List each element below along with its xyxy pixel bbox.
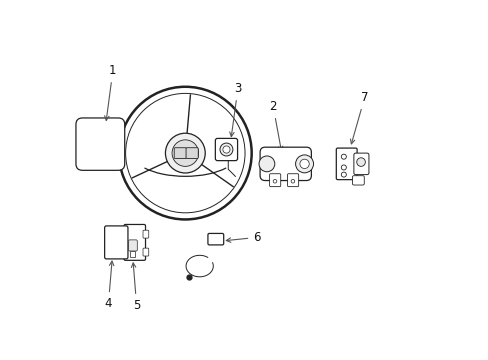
FancyBboxPatch shape [215,138,237,161]
Circle shape [341,154,346,159]
FancyBboxPatch shape [124,225,145,260]
Circle shape [259,156,274,172]
Circle shape [295,155,313,173]
FancyBboxPatch shape [336,148,356,180]
Text: 3: 3 [229,82,241,136]
FancyBboxPatch shape [260,147,311,180]
Circle shape [119,87,251,220]
Circle shape [290,180,294,183]
FancyBboxPatch shape [76,118,124,170]
Text: 4: 4 [104,261,114,310]
FancyBboxPatch shape [207,233,223,245]
Circle shape [125,93,244,213]
Text: 6: 6 [226,231,260,244]
Circle shape [273,180,276,183]
FancyBboxPatch shape [353,153,368,175]
Circle shape [172,140,198,166]
FancyBboxPatch shape [142,230,148,238]
Text: 1: 1 [104,64,117,121]
FancyBboxPatch shape [269,174,280,186]
Circle shape [299,159,308,168]
Circle shape [165,133,205,173]
Circle shape [356,158,365,166]
FancyBboxPatch shape [128,240,137,251]
Circle shape [220,143,232,156]
Circle shape [341,172,346,177]
FancyBboxPatch shape [174,148,186,158]
Circle shape [341,165,346,170]
FancyBboxPatch shape [352,176,364,185]
FancyBboxPatch shape [104,226,128,259]
Text: 5: 5 [131,263,140,312]
Text: 2: 2 [269,100,282,151]
FancyBboxPatch shape [129,251,135,257]
Circle shape [223,146,229,153]
FancyBboxPatch shape [185,148,198,158]
FancyBboxPatch shape [142,248,148,256]
Text: 7: 7 [350,91,367,144]
FancyBboxPatch shape [287,174,298,186]
